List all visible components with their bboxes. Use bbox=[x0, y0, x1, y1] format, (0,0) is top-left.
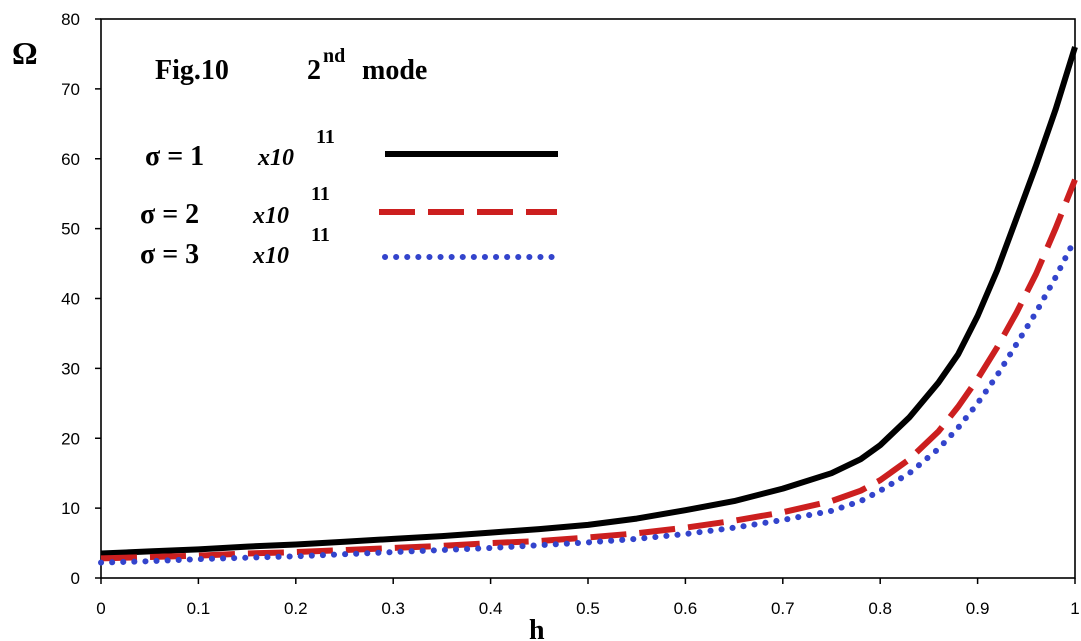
y-tick-label: 10 bbox=[61, 499, 80, 518]
y-tick-label: 0 bbox=[71, 569, 80, 588]
legend-mult-2: x10 bbox=[252, 203, 289, 229]
legend-entry-1: σ = 1 x10 11 bbox=[145, 126, 558, 172]
legend-label-1: σ = 1 bbox=[145, 141, 204, 172]
legend-mult-1: x10 bbox=[257, 145, 294, 171]
legend: σ = 1 x10 11 σ = 2 x10 11 σ = 3 x10 11 bbox=[140, 126, 558, 270]
y-axis-ticks: 0 10 20 30 40 50 60 70 80 bbox=[61, 10, 101, 588]
y-tick-label: 60 bbox=[61, 150, 80, 169]
x-tick-label: 0.5 bbox=[576, 599, 600, 618]
title-fig: Fig.10 bbox=[155, 55, 229, 86]
y-tick-label: 80 bbox=[61, 10, 80, 29]
legend-entry-3: σ = 3 x10 11 bbox=[140, 224, 555, 270]
x-axis-label: h bbox=[529, 615, 545, 641]
legend-exp-1: 11 bbox=[316, 126, 335, 148]
chart-title: Fig.10 2 nd mode bbox=[155, 45, 427, 86]
legend-entry-2: σ = 2 x10 11 bbox=[140, 183, 557, 230]
x-tick-label: 0.1 bbox=[187, 599, 211, 618]
title-mode-word: mode bbox=[362, 55, 427, 86]
legend-exp-3: 11 bbox=[311, 224, 330, 246]
title-mode-sup: nd bbox=[323, 45, 345, 67]
y-tick-label: 30 bbox=[61, 359, 80, 378]
series-line-2 bbox=[100, 178, 1078, 562]
plot-frame bbox=[100, 18, 1076, 579]
series-line-3 bbox=[98, 236, 1078, 566]
x-axis-ticks: 0 0.1 0.2 0.3 0.4 0.5 0.6 0.7 0.8 0.9 1 bbox=[96, 578, 1080, 618]
x-tick-label: 0.9 bbox=[966, 599, 990, 618]
x-tick-label: 0.8 bbox=[868, 599, 892, 618]
series-line-1 bbox=[100, 46, 1078, 557]
y-tick-label: 20 bbox=[61, 429, 80, 448]
x-tick-label: 0.3 bbox=[381, 599, 405, 618]
y-tick-label: 50 bbox=[61, 220, 80, 239]
series-lines bbox=[98, 46, 1078, 566]
legend-mult-3: x10 bbox=[252, 243, 289, 269]
legend-label-2: σ = 2 bbox=[140, 199, 199, 230]
x-tick-label: 1 bbox=[1070, 599, 1079, 618]
y-axis-label: Ω bbox=[12, 35, 38, 71]
x-tick-label: 0.6 bbox=[674, 599, 698, 618]
title-mode-number: 2 bbox=[307, 55, 321, 86]
x-tick-label: 0.7 bbox=[771, 599, 795, 618]
y-tick-label: 40 bbox=[61, 290, 80, 309]
x-tick-label: 0 bbox=[96, 599, 105, 618]
x-tick-label: 0.2 bbox=[284, 599, 308, 618]
legend-label-3: σ = 3 bbox=[140, 239, 199, 270]
legend-exp-2: 11 bbox=[311, 183, 330, 205]
x-tick-label: 0.4 bbox=[479, 599, 503, 618]
y-tick-label: 70 bbox=[61, 80, 80, 99]
